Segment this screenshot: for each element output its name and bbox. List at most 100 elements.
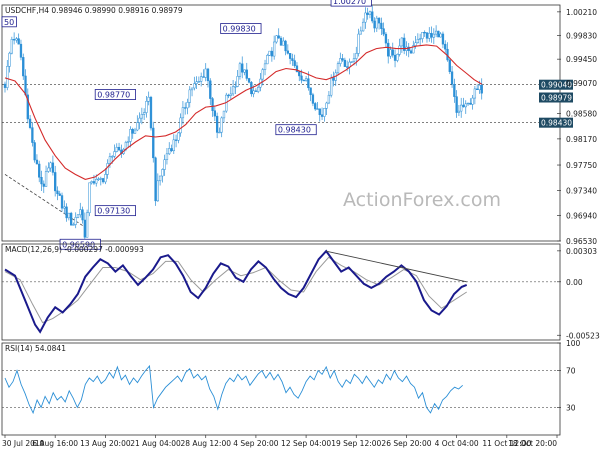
rsi-grid bbox=[2, 370, 557, 408]
x-tick-label: 26 Sep 20:00 bbox=[381, 439, 431, 448]
price-level-badge bbox=[539, 92, 573, 103]
candle-body bbox=[295, 65, 299, 73]
price-annotation-label: 1.00270 bbox=[333, 0, 366, 6]
candle-body bbox=[168, 148, 171, 155]
candle-body bbox=[12, 39, 16, 41]
candle-body bbox=[200, 76, 203, 82]
price-y-axis: 1.00210 0.99830 0.99450 0.99070 0.98580 0.981… bbox=[557, 8, 597, 246]
candle-body bbox=[252, 90, 255, 95]
macd-header: MACD(12,26,9) -0.000297 -0.000993 bbox=[5, 245, 144, 254]
price-header: USDCHF,H4 0.98946 0.98990 0.98916 0.9897… bbox=[5, 6, 183, 15]
candle-body bbox=[298, 71, 301, 77]
candle-body bbox=[234, 86, 237, 88]
candle-body bbox=[79, 209, 82, 216]
rsi-line bbox=[4, 364, 464, 415]
candle-body bbox=[136, 122, 139, 131]
candle-body bbox=[218, 131, 221, 134]
candle-body bbox=[450, 71, 454, 85]
price-level-badge bbox=[539, 79, 573, 90]
candle-body bbox=[432, 33, 435, 38]
price-level-badge-label: 0.98979 bbox=[541, 94, 572, 103]
candle-body bbox=[261, 69, 264, 80]
price-annotation-label: 0.98770 bbox=[97, 91, 130, 100]
price-annotation-box bbox=[275, 124, 317, 136]
price-annotation-box bbox=[94, 205, 136, 217]
candle-body bbox=[26, 94, 29, 120]
price-y-tick-label: 0.97750 bbox=[566, 161, 597, 170]
candle-body bbox=[99, 178, 102, 180]
candle-body bbox=[368, 11, 372, 15]
candle-body bbox=[336, 63, 340, 74]
watermark: ActionForex.com bbox=[343, 189, 501, 211]
candle-body bbox=[448, 59, 451, 72]
price-annotation-box bbox=[1, 16, 17, 28]
candle-body bbox=[320, 114, 324, 117]
candle-body bbox=[243, 69, 246, 73]
candle-body bbox=[222, 110, 226, 119]
candle-body bbox=[464, 103, 467, 108]
candle-body bbox=[154, 157, 157, 202]
candle-body bbox=[238, 63, 242, 77]
candle-body bbox=[323, 108, 326, 117]
candle-body bbox=[277, 35, 280, 39]
price-levels: 0.99040 0.98979 0.98430 bbox=[2, 79, 573, 128]
candle-body bbox=[466, 102, 470, 105]
candle-body bbox=[282, 40, 285, 46]
candle-body bbox=[202, 76, 205, 78]
candle-body bbox=[355, 53, 358, 59]
candle-body bbox=[129, 129, 132, 142]
candle-body bbox=[423, 32, 426, 34]
candle-body bbox=[286, 50, 289, 54]
rsi-y-tick-label: 100 bbox=[566, 339, 581, 348]
macd-y-tick-label: 0.00 bbox=[566, 278, 583, 287]
x-tick-label: 18 Oct 20:00 bbox=[508, 439, 557, 448]
candle-body bbox=[147, 96, 150, 102]
candle-body bbox=[156, 180, 159, 202]
candle-body bbox=[133, 129, 137, 134]
candle-body bbox=[345, 66, 349, 68]
candle-body bbox=[478, 84, 481, 91]
candle-body bbox=[97, 178, 100, 180]
price-level-badge bbox=[539, 117, 573, 128]
candle-body bbox=[31, 127, 34, 143]
candle-body bbox=[204, 68, 207, 78]
candle-body bbox=[229, 93, 232, 96]
rsi-header: RSI(14) 54.0841 bbox=[5, 344, 66, 353]
candle-body bbox=[371, 11, 374, 22]
candle-body bbox=[316, 108, 319, 110]
candle-body bbox=[339, 58, 342, 64]
candle-body bbox=[414, 42, 417, 46]
candle-body bbox=[389, 49, 392, 57]
candle-body bbox=[357, 33, 360, 54]
candle-body bbox=[302, 79, 305, 82]
candle-body bbox=[384, 33, 388, 44]
candle-body bbox=[65, 206, 68, 219]
candle-body bbox=[266, 55, 269, 65]
macd-panel-frame bbox=[1, 243, 561, 341]
candle-body bbox=[142, 112, 146, 115]
candle-body bbox=[10, 39, 13, 54]
candle-body bbox=[257, 86, 260, 92]
price-panel: ActionForex.com 0.99040 0.98979 0.98430 50… bbox=[1, 0, 597, 250]
candle-body bbox=[476, 88, 479, 91]
candle-body bbox=[209, 80, 212, 99]
candle-body bbox=[42, 183, 45, 187]
candle-body bbox=[318, 108, 321, 115]
candle-body bbox=[279, 37, 283, 46]
candle-body bbox=[396, 54, 399, 61]
candle-body bbox=[19, 43, 23, 58]
candle-body bbox=[60, 195, 64, 209]
candle-body bbox=[311, 94, 315, 104]
candle-body bbox=[104, 174, 107, 183]
candle-body bbox=[300, 75, 303, 81]
candle-body bbox=[33, 142, 36, 161]
candle-body bbox=[81, 209, 84, 221]
candle-body bbox=[158, 175, 162, 182]
candle-body bbox=[441, 33, 445, 45]
price-y-tick-label: 0.99450 bbox=[566, 55, 597, 64]
macd-y-tick-label: -0.005236 bbox=[566, 331, 600, 340]
candle-body bbox=[163, 159, 166, 170]
candle-body bbox=[35, 159, 39, 165]
